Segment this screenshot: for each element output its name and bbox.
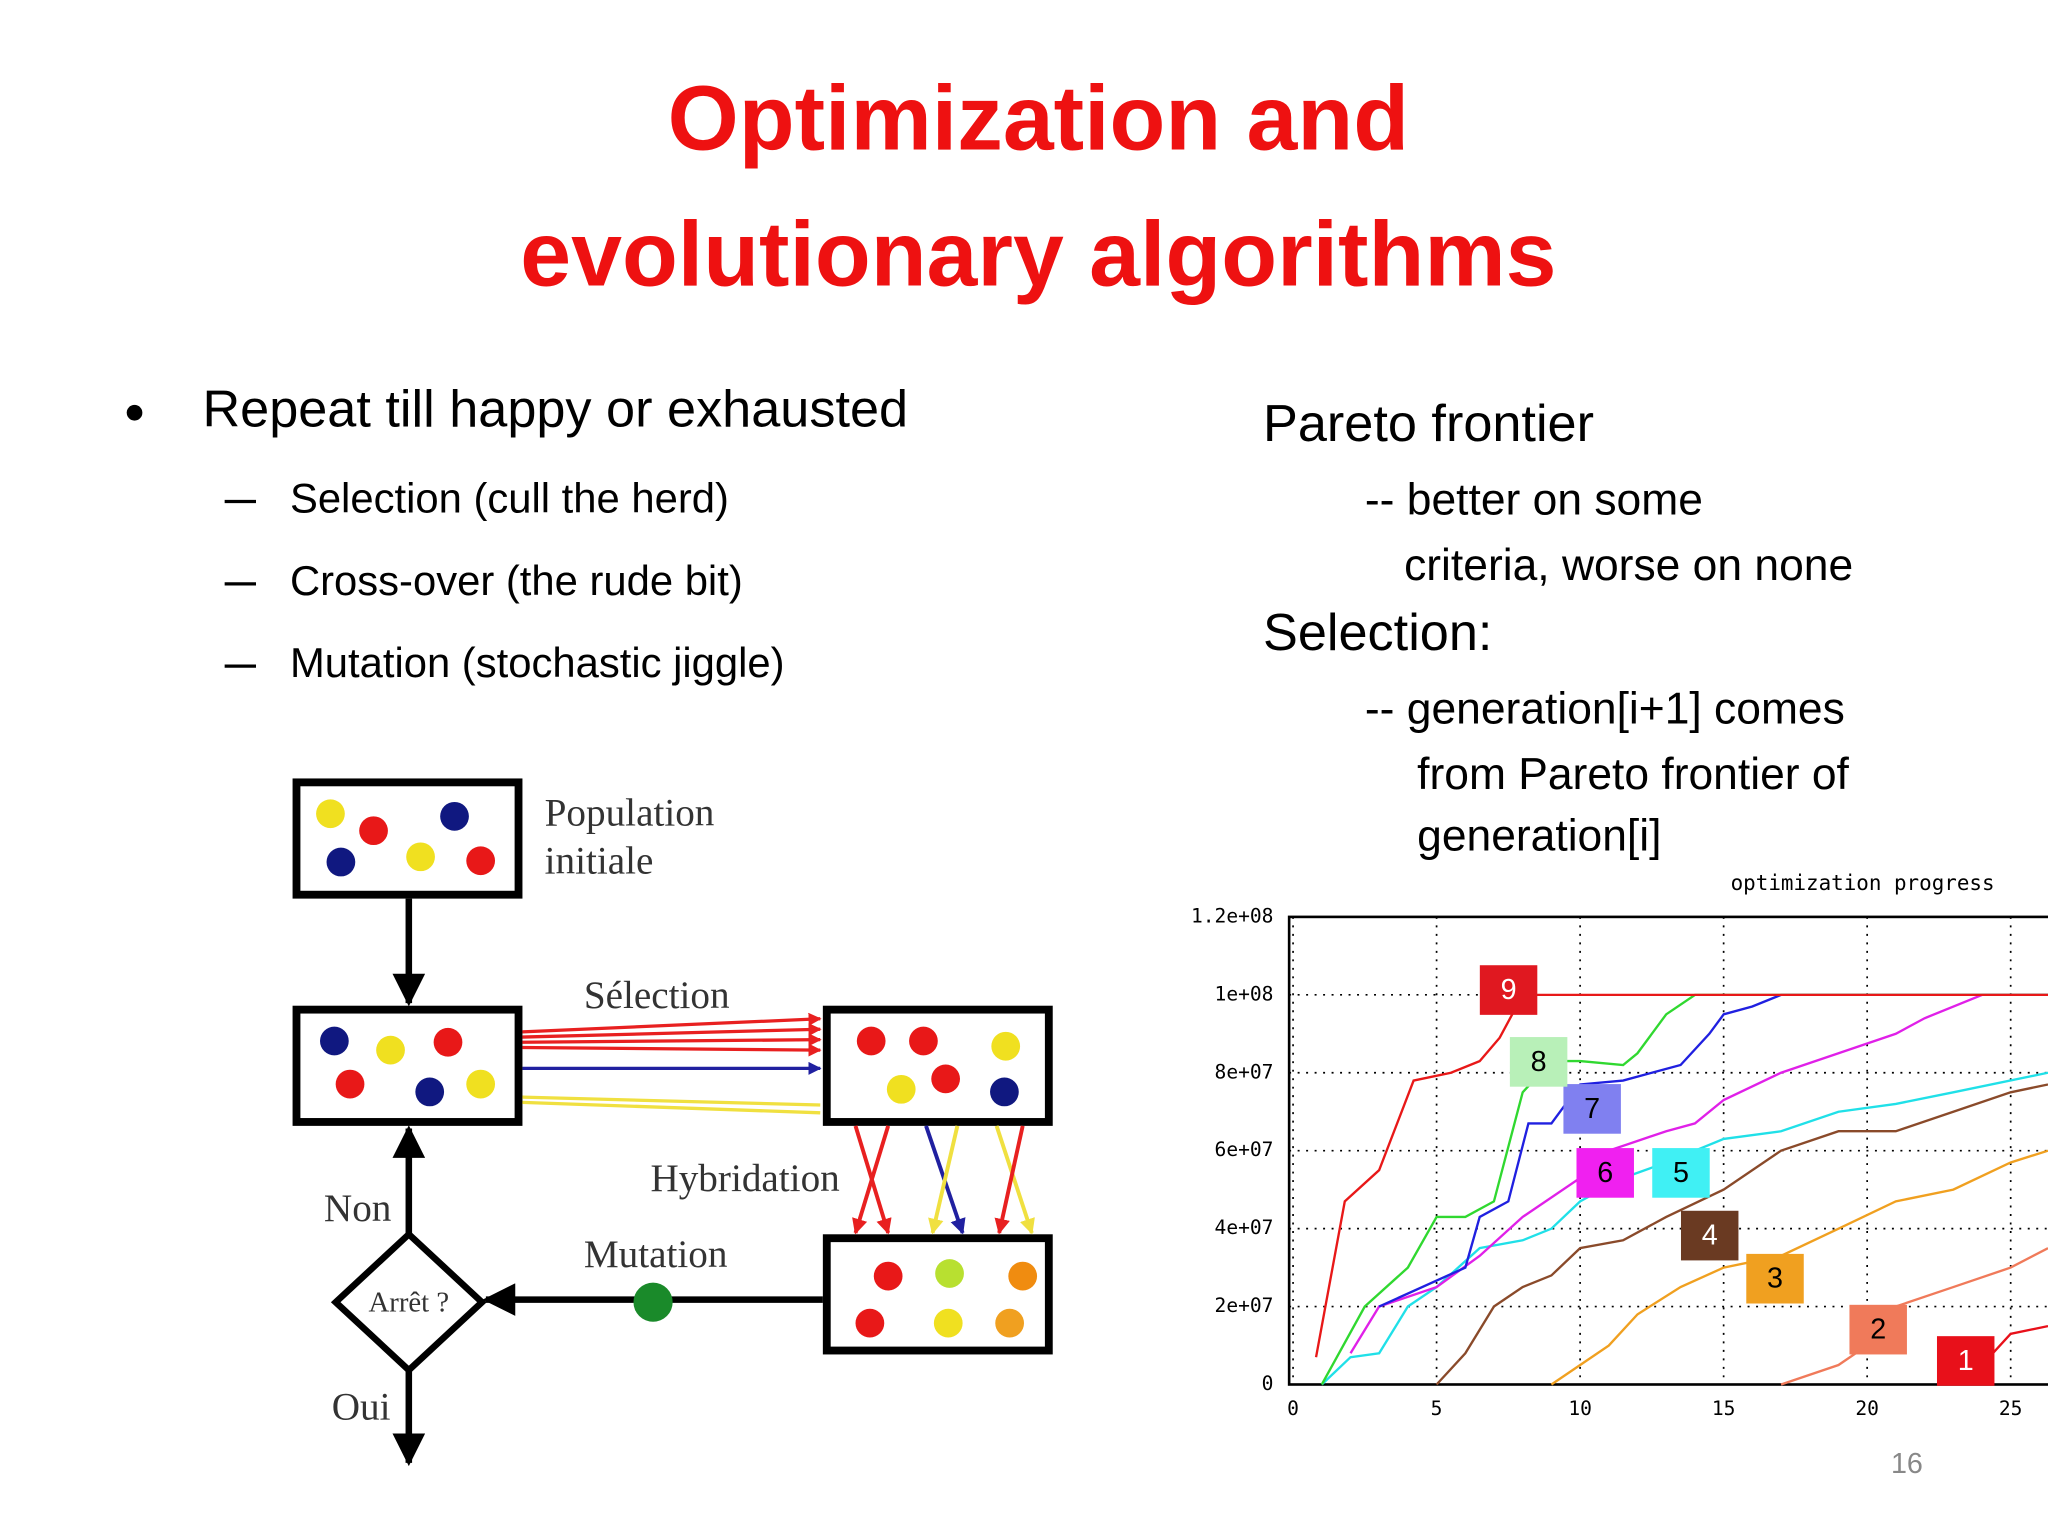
x-tick-label: 0 — [1287, 1397, 1299, 1420]
legend-box — [1652, 1148, 1710, 1198]
sub-bullet: Mutation (stochastic jiggle) — [290, 639, 785, 686]
text-line: generation[i] — [1417, 811, 1661, 860]
series-line — [1435, 1083, 2048, 1386]
legend-label: 3 — [1767, 1263, 1783, 1295]
box — [292, 778, 523, 899]
bullet — [126, 404, 143, 421]
legend-label: 9 — [1501, 974, 1517, 1006]
title-line: evolutionary algorithms — [520, 203, 1556, 305]
x-tick-label: 5 — [1431, 1397, 1443, 1420]
legend-box — [1746, 1253, 1804, 1304]
legend-label: 8 — [1531, 1046, 1547, 1078]
y-tick-label: 4e+07 — [1215, 1216, 1274, 1239]
y-tick-label: 8e+07 — [1215, 1060, 1274, 1083]
text-line: -- better on some — [1365, 476, 1703, 525]
legend-label: 1 — [1958, 1345, 1974, 1377]
y-tick-label: 2e+07 — [1215, 1294, 1274, 1317]
legend-box — [1479, 965, 1538, 1015]
diagram-label: Oui — [332, 1386, 391, 1429]
diagram-label: Population — [545, 791, 715, 834]
bullet-text: Repeat till happy or exhausted — [202, 381, 908, 439]
title-line: Optimization and — [668, 68, 1409, 170]
x-tick-label: 10 — [1568, 1397, 1592, 1420]
y-tick-label: 0 — [1262, 1372, 1274, 1395]
text-line: from Pareto frontier of — [1417, 750, 1849, 799]
x-tick-label: 15 — [1712, 1397, 1736, 1420]
legend-label: 4 — [1702, 1219, 1718, 1251]
y-tick-label: 6e+07 — [1215, 1138, 1274, 1161]
diagram-label: Arrêt ? — [369, 1286, 450, 1318]
box — [292, 1005, 523, 1126]
legend-box — [1936, 1336, 1995, 1386]
legend-box — [1509, 1037, 1568, 1087]
chart-title: optimization progress — [1731, 871, 1995, 895]
legend-label: 5 — [1673, 1157, 1689, 1189]
legend-label: 7 — [1584, 1093, 1600, 1125]
flow-diagram: Population initiale Sélection Hybridatio… — [292, 778, 1053, 1467]
diagram-label: Hybridation — [650, 1157, 839, 1200]
legend-box — [1563, 1084, 1621, 1134]
legend-label: 6 — [1597, 1157, 1613, 1189]
text-line: -- generation[i+1] comes — [1365, 685, 1845, 734]
series-line — [1780, 1247, 2048, 1386]
series-line — [1378, 993, 2048, 1308]
legend-box — [1680, 1210, 1739, 1261]
y-tick-label: 1.2e+08 — [1191, 904, 1274, 927]
series-line — [1320, 1071, 2048, 1386]
text-line: criteria, worse on none — [1404, 541, 1853, 590]
diagram-label: Mutation — [584, 1233, 728, 1276]
legend-label: 2 — [1870, 1314, 1886, 1346]
x-tick-label: 20 — [1855, 1397, 1879, 1420]
diagram-label: Sélection — [584, 974, 730, 1017]
sub-bullet: Cross-over (the rude bit) — [290, 557, 743, 604]
sub-bullet: Selection (cull the herd) — [290, 475, 729, 522]
x-tick-label: 25 — [1999, 1397, 2023, 1420]
heading: Pareto frontier — [1263, 395, 1594, 453]
legend-box — [1576, 1148, 1634, 1198]
y-tick-label: 1e+08 — [1215, 982, 1274, 1005]
box — [822, 1005, 1053, 1126]
diagram-label: Non — [324, 1187, 391, 1230]
page-number: 16 — [1891, 1448, 1923, 1480]
heading: Selection: — [1263, 604, 1492, 662]
legend-box — [1849, 1304, 1907, 1355]
diagram-label: initiale — [545, 840, 654, 883]
